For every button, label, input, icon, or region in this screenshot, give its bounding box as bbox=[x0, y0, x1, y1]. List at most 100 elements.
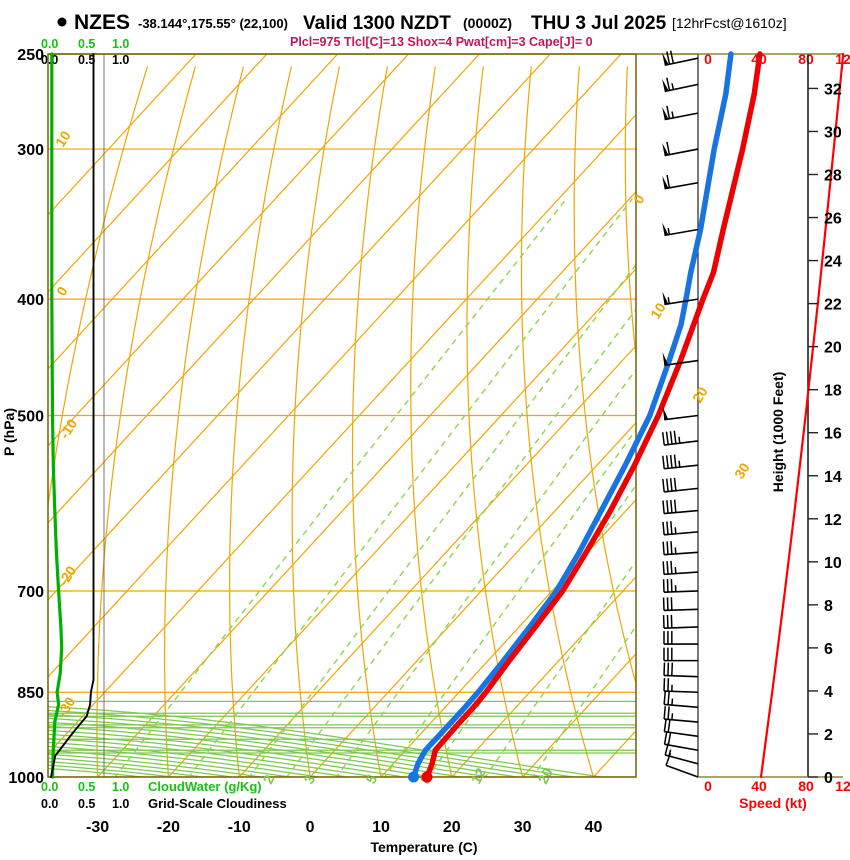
height-tick-label: 6 bbox=[824, 641, 833, 658]
isotherm-label: 30 bbox=[731, 460, 753, 482]
isotherm-label: 0 bbox=[630, 191, 648, 206]
temperature-axis-title: Temperature (C) bbox=[370, 839, 477, 855]
speed-bot-tick-0: 0 bbox=[704, 778, 712, 794]
height-curve bbox=[759, 52, 845, 779]
pressure-axis: 250 300 400 500 700 850 1000 bbox=[8, 47, 44, 787]
height-tick-label: 16 bbox=[824, 426, 842, 443]
cld-top-tick-1: 0.5 bbox=[78, 53, 95, 67]
mixing-ratio-label: 5 bbox=[363, 772, 381, 787]
speed-bot-tick-1: 40 bbox=[751, 778, 767, 794]
cw-top-tick-1: 0.5 bbox=[78, 37, 95, 51]
cloudwater-legend-label: CloudWater (g/Kg) bbox=[148, 779, 262, 794]
bottom-mini-axis: 0.0 0.5 1.0 CloudWater (g/Kg) 0.0 0.5 1.… bbox=[41, 779, 287, 811]
wind-barb bbox=[663, 691, 699, 709]
pressure-tick-label: 300 bbox=[17, 142, 44, 159]
wind-barb bbox=[662, 174, 699, 190]
wind-barb bbox=[662, 454, 699, 470]
cld-bot-tick-0: 0.0 bbox=[41, 797, 58, 811]
height-tick-label: 8 bbox=[824, 598, 833, 615]
wind-barb bbox=[662, 406, 699, 421]
wind-barb bbox=[662, 291, 699, 306]
cloudwater-curve bbox=[50, 52, 64, 779]
speed-top-tick-0: 0 bbox=[704, 51, 712, 67]
header-block: NZES -38.144°,175.55° (22,100) Valid 130… bbox=[57, 11, 787, 49]
wind-barb bbox=[662, 222, 699, 237]
isotherm-label: 20 bbox=[689, 384, 711, 406]
wind-barb bbox=[663, 662, 699, 678]
height-tick-label: 12 bbox=[824, 512, 842, 529]
wind-barb bbox=[662, 477, 699, 493]
temperature-tick-label: -30 bbox=[86, 819, 109, 836]
speed-bot-tick-2: 80 bbox=[798, 778, 814, 794]
height-tick-label: 20 bbox=[824, 340, 842, 357]
pressure-tick-label: 400 bbox=[17, 292, 44, 309]
isotherm-label: 10 bbox=[647, 300, 669, 322]
forecast-tag: [12hrFcst@1610z] bbox=[672, 15, 787, 31]
cw-top-tick-0: 0.0 bbox=[41, 37, 58, 51]
height-axis-title: Height (1000 Feet) bbox=[770, 372, 786, 493]
height-tick-label: 2 bbox=[824, 727, 833, 744]
mixing-ratio-label: 20 bbox=[535, 765, 557, 786]
temperature-axis: -30 -20 -10 0 10 20 30 40 bbox=[86, 819, 602, 836]
wind-barb bbox=[663, 678, 699, 694]
temperature-tick-label: 40 bbox=[585, 819, 603, 836]
cw-bot-tick-0: 0.0 bbox=[41, 780, 58, 794]
height-tick-label: 4 bbox=[824, 684, 833, 701]
wind-barb bbox=[663, 631, 698, 645]
wind-barb bbox=[662, 560, 699, 576]
wind-barb bbox=[662, 105, 699, 121]
cloudiness-curve bbox=[50, 53, 95, 778]
cld-bot-tick-2: 1.0 bbox=[112, 797, 129, 811]
stability-indices: Plcl=975 Tlcl[C]=13 Shox=4 Pwat[cm]=3 Ca… bbox=[290, 35, 593, 49]
sounding-curves bbox=[50, 51, 845, 783]
height-tick-label: 32 bbox=[824, 81, 842, 98]
isotherm-label: 10 bbox=[52, 128, 74, 150]
wind-barb bbox=[662, 614, 699, 629]
wind-barb bbox=[663, 731, 699, 752]
dewpoint-surface-marker bbox=[408, 771, 420, 783]
height-tick-label: 0 bbox=[824, 770, 833, 787]
speed-axis-title: Speed (kt) bbox=[739, 795, 807, 811]
height-tick-label: 18 bbox=[824, 383, 842, 400]
wind-barb bbox=[662, 50, 699, 67]
dewpoint-curve bbox=[410, 51, 734, 780]
speed-axis-bottom: 0 40 80 12 Speed (kt) bbox=[704, 778, 850, 811]
pressure-tick-label: 250 bbox=[17, 47, 44, 64]
cw-top-tick-2: 1.0 bbox=[112, 37, 129, 51]
wind-barb bbox=[662, 578, 699, 593]
station-coords: -38.144°,175.55° (22,100) bbox=[138, 16, 288, 31]
temperature-tick-label: 10 bbox=[372, 819, 390, 836]
isotherm-label: -10 bbox=[56, 416, 80, 442]
wind-barb bbox=[662, 541, 699, 556]
pressure-tick-label: 850 bbox=[17, 685, 44, 702]
pressure-axis-title: P (hPa) bbox=[1, 408, 17, 456]
cw-bot-tick-1: 0.5 bbox=[78, 780, 95, 794]
wind-barb bbox=[662, 521, 699, 536]
isotherm-label: 0 bbox=[53, 283, 71, 298]
valid-time: Valid 1300 NZDT bbox=[303, 13, 451, 34]
temperature-surface-marker bbox=[421, 771, 433, 783]
temperature-curve bbox=[424, 51, 763, 780]
height-tick-label: 30 bbox=[824, 124, 842, 141]
top-mini-axis: 0.0 0.5 1.0 0.0 0.5 1.0 bbox=[41, 37, 129, 67]
height-tick-label: 24 bbox=[824, 254, 842, 271]
temperature-tick-label: -10 bbox=[228, 819, 251, 836]
height-tick-label: 14 bbox=[824, 469, 842, 486]
height-tick-label: 22 bbox=[824, 297, 842, 314]
height-tick-label: 10 bbox=[824, 555, 842, 572]
temperature-tick-label: 30 bbox=[514, 819, 532, 836]
station-id: NZES bbox=[74, 11, 130, 34]
cld-top-tick-2: 1.0 bbox=[112, 53, 129, 67]
wind-barb bbox=[662, 141, 699, 157]
height-tick-label: 26 bbox=[824, 211, 842, 228]
wind-barb bbox=[662, 77, 699, 93]
wind-barb bbox=[663, 706, 699, 723]
cw-bot-tick-2: 1.0 bbox=[112, 780, 129, 794]
wind-barb bbox=[663, 718, 699, 738]
valid-date: THU 3 Jul 2025 bbox=[531, 13, 667, 34]
cld-top-tick-0: 0.0 bbox=[41, 53, 58, 67]
wind-barb bbox=[661, 430, 699, 446]
